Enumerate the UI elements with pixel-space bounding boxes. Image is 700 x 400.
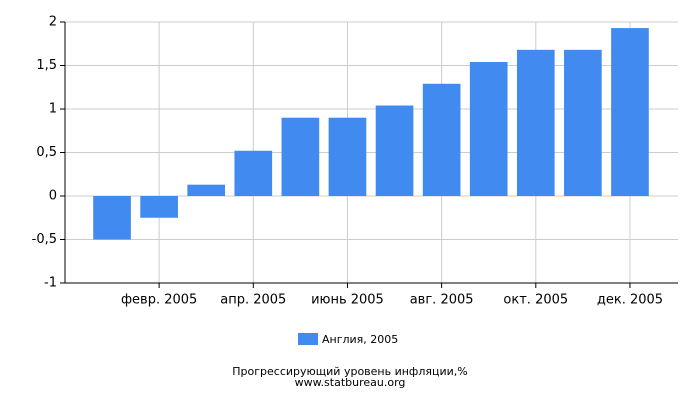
bar xyxy=(375,105,414,196)
y-tick-label: 0 xyxy=(49,189,57,204)
y-tick-label: -0,5 xyxy=(32,232,57,247)
bar xyxy=(93,196,131,240)
x-tick-label: июнь 2005 xyxy=(311,293,384,308)
x-tick-label: окт. 2005 xyxy=(503,293,568,308)
y-tick-label: 2 xyxy=(49,15,57,30)
chart-title: Прогрессирующий уровень инфляции,% xyxy=(232,365,467,378)
legend-swatch xyxy=(298,333,318,345)
y-tick-label: -1 xyxy=(44,276,57,291)
x-tick-label: апр. 2005 xyxy=(220,293,286,308)
legend-label: Англия, 2005 xyxy=(322,333,398,346)
bar xyxy=(469,62,508,196)
bar xyxy=(140,196,178,218)
bar xyxy=(328,117,367,196)
y-tick-label: 1 xyxy=(49,102,57,117)
y-tick-label: 1,5 xyxy=(36,58,57,73)
bar xyxy=(281,117,320,196)
chart-subtitle: www.statbureau.org xyxy=(295,376,406,389)
x-tick-label: февр. 2005 xyxy=(121,293,197,308)
y-tick-label: 0,5 xyxy=(36,145,57,160)
x-tick-label: дек. 2005 xyxy=(597,293,663,308)
x-tick-label: авг. 2005 xyxy=(410,293,474,308)
bar xyxy=(234,150,273,196)
bar xyxy=(187,184,226,196)
bar xyxy=(611,28,649,197)
bar xyxy=(516,49,555,197)
bar xyxy=(422,83,461,196)
bar xyxy=(564,49,602,197)
